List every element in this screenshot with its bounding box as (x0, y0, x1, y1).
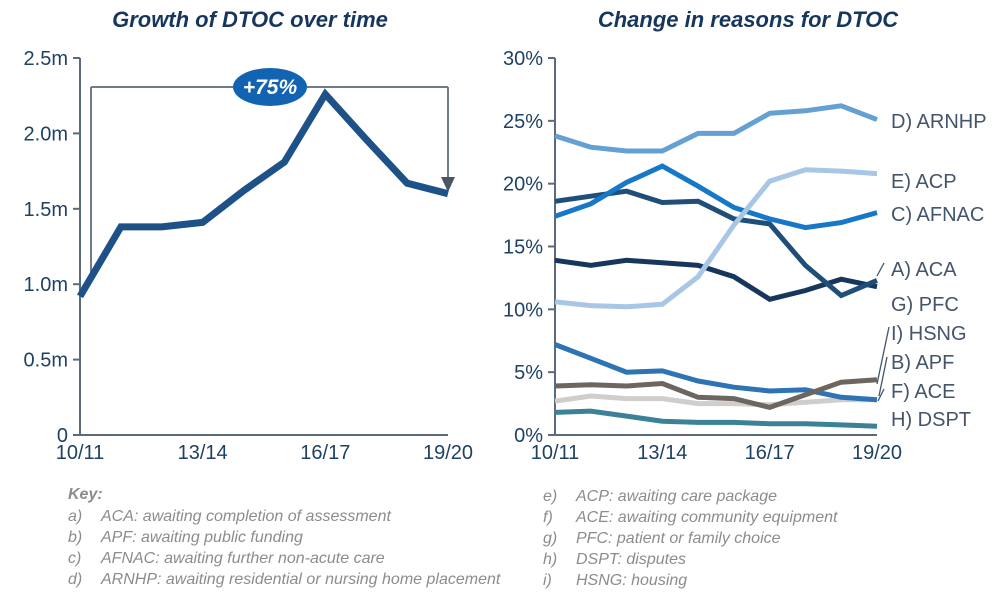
key-item-letter: d) (68, 571, 83, 588)
x-tick-label: 10/11 (56, 442, 105, 464)
label-pointer-line (878, 356, 888, 397)
key-item-text: ACE: awaiting community equipment (576, 509, 838, 526)
y-tick-label: 2.5m (24, 48, 68, 70)
key-item-letter: c) (68, 550, 82, 567)
chart-title: Change in reasons for DTOC (598, 7, 899, 32)
x-tick-label: 16/17 (300, 442, 350, 464)
y-tick-label: 20% (503, 174, 543, 196)
y-tick-label: 2.0m (24, 123, 68, 145)
series-line-dspt (554, 408, 878, 429)
key-item: a) ACA: awaiting completion of assessment (68, 506, 500, 527)
charts-canvas: Growth of DTOC over time 0 0.5m 1.0m 1.5m 2.0… (24, 7, 987, 464)
y-tick-label: 1.5m (24, 199, 68, 221)
key-item-letter: f) (543, 509, 553, 526)
series-line-ace (554, 393, 877, 408)
key-right-column: e) ACP: awaiting care package f) ACE: await… (543, 486, 837, 591)
key-item-letter: h) (543, 551, 558, 568)
key-item-text: ACP: awaiting care package (576, 488, 777, 505)
series-end-label-aca: A) ACA (891, 259, 957, 281)
series-end-label-hsng: I) HSNG (891, 323, 967, 345)
y-tick-label: 0% (514, 425, 543, 447)
key-item-letter: i) (543, 572, 552, 589)
key-item-letter: g) (543, 530, 558, 547)
key-item: h) DSPT: disputes (543, 549, 837, 570)
series-line-acp (554, 167, 878, 310)
key-item: i) HSNG: housing (543, 570, 837, 591)
series-end-label-acp: E) ACP (891, 171, 957, 193)
y-tick-label: 1.0m (24, 274, 68, 296)
x-tick-label: 19/20 (423, 442, 473, 464)
key-item-text: ARNHP: awaiting residential or nursing h… (101, 571, 501, 588)
key-heading: Key: (68, 486, 103, 503)
key-item-text: PFC: patient or family choice (576, 530, 781, 547)
key-item: b) APF: awaiting public funding (68, 527, 500, 548)
key-item-text: AFNAC: awaiting further non-acute care (101, 550, 385, 567)
key-item: c) AFNAC: awaiting further non-acute care (68, 548, 500, 569)
series-end-label-dspt: H) DSPT (891, 409, 971, 431)
x-tick-label: 13/14 (637, 442, 687, 464)
key-item-letter: e) (543, 488, 558, 505)
y-tick-label: 0 (57, 425, 68, 447)
series-line-dtoc-total (76, 88, 449, 299)
series-line-arnhp (554, 103, 878, 154)
series-line-hsng (554, 377, 878, 411)
key-item-letter: a) (68, 508, 83, 525)
growth-annotation-label: +75% (243, 76, 298, 99)
x-tick-label: 16/17 (745, 442, 795, 464)
series-end-label-apf: B) APF (891, 352, 954, 374)
label-pointer-line (876, 262, 885, 277)
key-left-column: Key: a) ACA: awaiting completion of asses… (68, 484, 500, 590)
label-pointer-line (876, 326, 890, 385)
down-arrowhead-icon (441, 177, 455, 192)
key-item-text: HSNG: housing (576, 572, 688, 589)
key-item-text: DSPT: disputes (576, 551, 686, 568)
series-line-afnac (554, 163, 878, 231)
key-item-text: APF: awaiting public funding (101, 529, 303, 546)
key-right-items: e) ACP: awaiting care package f) ACE: await… (543, 486, 837, 591)
series-end-label-pfc: G) PFC (891, 294, 959, 316)
key-item: f) ACE: awaiting community equipment (543, 507, 837, 528)
series-line-pfc (554, 257, 878, 302)
label-pointer-line (877, 388, 885, 402)
x-tick-label: 10/11 (531, 442, 580, 464)
y-tick-label: 30% (503, 48, 543, 70)
key-item-letter: b) (68, 529, 83, 546)
y-tick-label: 15% (503, 237, 543, 259)
y-tick-label: 5% (514, 362, 543, 384)
series-line-aca (554, 188, 878, 299)
y-tick-label: 10% (503, 299, 543, 321)
series-end-label-ace: F) ACE (891, 381, 955, 403)
series-line-apf (554, 342, 878, 403)
growth-annotation-bubble (233, 68, 307, 106)
key-item: d) ARNHP: awaiting residential or nursing… (68, 569, 500, 590)
chart-title: Growth of DTOC over time (112, 7, 388, 32)
key-item: g) PFC: patient or family choice (543, 528, 837, 549)
series-end-label-afnac: C) AFNAC (891, 204, 984, 226)
y-tick-label: 0.5m (24, 350, 68, 372)
key-left-items: a) ACA: awaiting completion of assessment… (68, 506, 500, 590)
x-tick-label: 13/14 (178, 442, 228, 464)
key-item-text: ACA: awaiting completion of assessment (101, 508, 391, 525)
series-end-label-arnhp: D) ARNHP (891, 111, 987, 133)
key-item: e) ACP: awaiting care package (543, 486, 837, 507)
x-tick-label: 19/20 (852, 442, 902, 464)
y-tick-label: 25% (503, 111, 543, 133)
